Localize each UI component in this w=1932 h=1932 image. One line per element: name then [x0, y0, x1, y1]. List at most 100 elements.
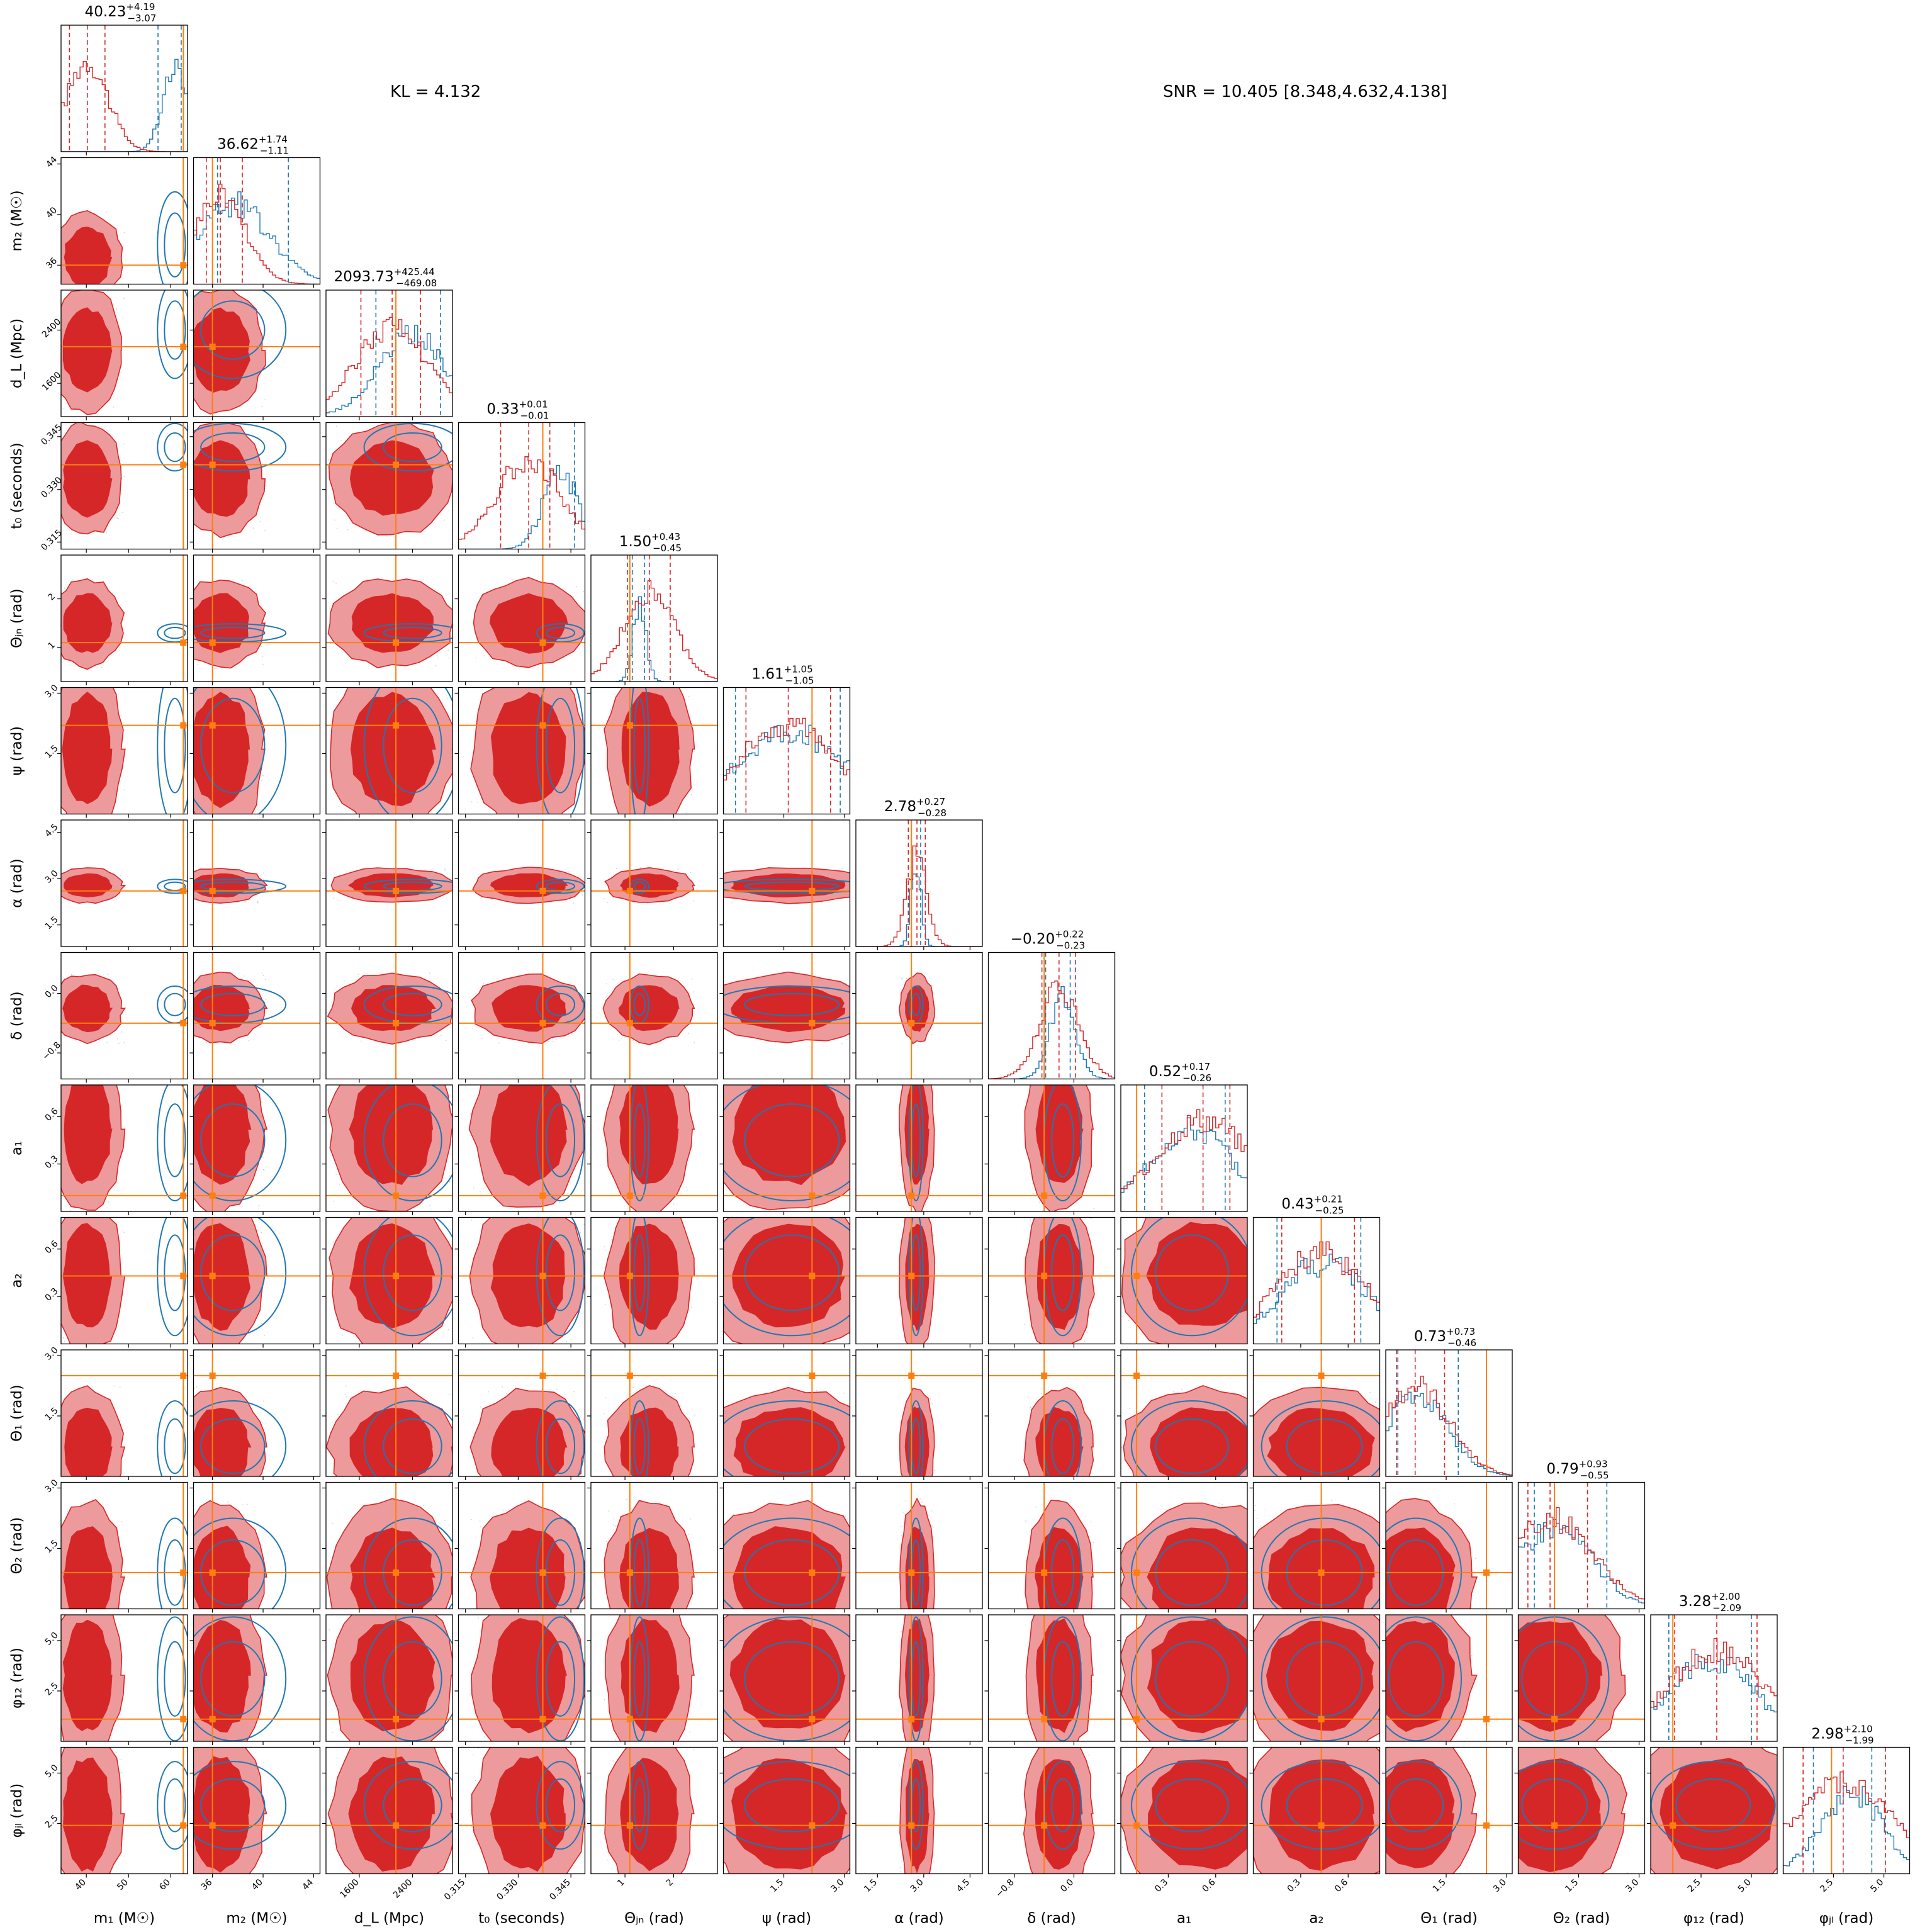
- panel-frame: [987, 1614, 1116, 1742]
- red-contour-inner: [1518, 1621, 1603, 1732]
- title-minus: −1.05: [785, 675, 814, 687]
- red-contour-inner: [351, 985, 436, 1031]
- title-plus: +0.22: [1055, 929, 1084, 940]
- sample-dot: [851, 867, 852, 868]
- y-tick-label: 40: [44, 205, 59, 220]
- diag-title-6: 2.78+0.27 −0.28: [884, 796, 946, 819]
- sample-dot: [931, 985, 933, 987]
- sample-dot: [629, 1612, 630, 1613]
- sample-dot: [605, 983, 607, 985]
- truth-marker: [539, 1372, 546, 1379]
- panel-10-7: [984, 1349, 1116, 1480]
- sample-dot: [905, 1502, 906, 1503]
- sample-dot: [110, 288, 111, 289]
- sample-dot: [902, 978, 904, 980]
- sample-dot: [1094, 1605, 1096, 1607]
- sample-dot: [55, 702, 57, 704]
- y-tick-label: 3.0: [43, 1478, 60, 1495]
- sample-dot: [683, 1500, 684, 1502]
- panel-body: [856, 1217, 982, 1344]
- sample-dot: [181, 1725, 182, 1726]
- sample-dot: [1375, 1505, 1376, 1507]
- sample-dot: [1151, 1493, 1152, 1494]
- sample-dot: [1254, 1193, 1255, 1194]
- red-histogram: [326, 317, 452, 417]
- sample-dot: [1256, 1518, 1258, 1520]
- sample-dot: [53, 1210, 55, 1211]
- sample-dot: [1269, 1283, 1270, 1284]
- sample-dot: [424, 665, 425, 666]
- sample-dot: [675, 1393, 677, 1394]
- sample-dot: [249, 899, 251, 901]
- sample-dot: [202, 1484, 203, 1485]
- panel-4-1: [189, 554, 321, 685]
- sample-dot: [853, 998, 854, 999]
- sample-dot: [120, 1759, 122, 1761]
- red-contour-inner: [350, 692, 436, 807]
- sample-dot: [262, 1157, 264, 1158]
- blue-contour-outer: [363, 1085, 452, 1202]
- panel-frame: [458, 1216, 586, 1345]
- sample-dot: [1024, 1323, 1026, 1325]
- panel-frame: [458, 819, 586, 947]
- sample-dot: [841, 868, 843, 870]
- sample-dot: [120, 875, 121, 877]
- sample-dot: [100, 426, 102, 428]
- truth-marker: [626, 722, 633, 729]
- sample-dot: [444, 519, 445, 521]
- sample-dot: [573, 596, 575, 598]
- sample-dot: [1514, 1743, 1515, 1744]
- red-histogram: [1386, 1376, 1512, 1476]
- blue-contour-outer: [1130, 1217, 1247, 1337]
- sample-dot: [870, 872, 871, 873]
- blue-contour-inner: [164, 992, 186, 1016]
- panel-7-5: [719, 952, 854, 1083]
- sample-dot: [262, 775, 264, 777]
- red-histogram: [61, 61, 188, 152]
- panel-frame: [1120, 1349, 1248, 1477]
- sample-dot: [59, 1474, 60, 1476]
- panel-body: [326, 1054, 452, 1211]
- sample-dot: [1254, 1743, 1255, 1744]
- sample-dot: [682, 1505, 683, 1506]
- panel-frame: [1252, 1216, 1381, 1345]
- sample-dot: [702, 1435, 703, 1436]
- sample-dot: [448, 509, 450, 511]
- panel-10-5: [702, 1349, 851, 1480]
- sample-dot: [498, 1042, 500, 1044]
- sample-dot: [192, 504, 193, 505]
- panel-frame: [60, 1614, 188, 1742]
- sample-dot: [875, 1081, 877, 1082]
- panel-9-7: [984, 1216, 1116, 1348]
- sample-dot: [347, 1054, 349, 1055]
- panel-body: [181, 1615, 320, 1741]
- red-contour-inner: [193, 307, 250, 393]
- sample-dot: [189, 1059, 190, 1060]
- blue-contour-outer: [723, 879, 850, 894]
- truth-marker: [209, 1272, 216, 1279]
- panel-body: [591, 1612, 717, 1741]
- sample-dot: [123, 232, 125, 233]
- sample-dot: [1165, 1490, 1167, 1491]
- sample-dot: [604, 1351, 605, 1352]
- sample-dot: [186, 1734, 188, 1736]
- panel-body: [591, 1217, 717, 1352]
- sample-dot: [663, 1477, 664, 1478]
- panel-frame: [193, 687, 321, 815]
- sample-dot: [624, 1036, 626, 1038]
- sample-dot: [81, 1899, 82, 1901]
- blue-histogram: [1518, 1519, 1645, 1609]
- sample-dot: [72, 579, 74, 581]
- sample-dot: [123, 1855, 125, 1857]
- y-tick-label: 1600: [40, 370, 64, 393]
- blue-contour-outer: [723, 1517, 850, 1609]
- blue-contour-inner: [545, 626, 576, 639]
- sample-dot: [123, 1042, 125, 1043]
- sample-dot: [821, 901, 823, 903]
- truth-marker: [180, 1192, 187, 1199]
- panel-frame: [722, 1349, 851, 1477]
- sample-dot: [868, 1592, 869, 1593]
- sample-dot: [610, 876, 612, 878]
- y-tick-label: 0.315: [39, 528, 64, 553]
- sample-dot: [452, 1868, 454, 1870]
